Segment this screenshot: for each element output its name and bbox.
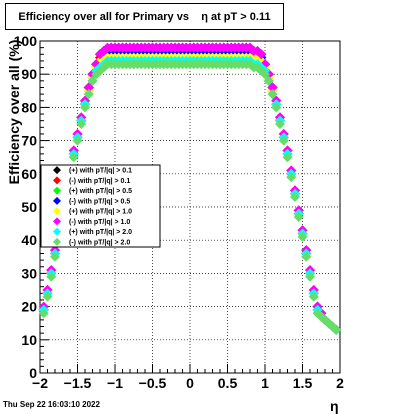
data-point (267, 82, 278, 93)
x-axis-label: η (330, 398, 339, 414)
data-point (260, 69, 270, 80)
legend-label: (-) with pT/|q| > 0.5 (69, 198, 130, 205)
data-point (293, 211, 304, 222)
data-point (68, 152, 79, 163)
legend-label: (-) with pT/|q| > 0.1 (69, 178, 130, 185)
data-point (38, 308, 49, 319)
legend-marker (53, 227, 61, 236)
y-tick-label: 20 (21, 299, 37, 315)
data-point (98, 62, 109, 73)
data-point (83, 82, 94, 93)
y-tick-label: 0 (29, 365, 37, 381)
data-point (275, 119, 285, 129)
y-tick-label: 70 (21, 133, 37, 149)
legend-label: (-) with pT/|q| > 1.0 (69, 219, 130, 226)
legend-box (40, 164, 161, 248)
x-tick-label: −1 (107, 375, 123, 391)
y-tick-label: 30 (21, 265, 37, 281)
data-point (50, 251, 60, 262)
timestamp-footer: Thu Sep 22 16:03:10 2022 (3, 400, 100, 409)
legend-marker (53, 217, 61, 226)
y-axis-label: Efficiency over all (%) (6, 39, 22, 185)
legend-marker (53, 237, 61, 246)
legend-marker (53, 207, 61, 216)
data-point (282, 152, 293, 163)
y-tick-label: 10 (21, 332, 37, 348)
data-point (83, 89, 94, 100)
data-point (267, 89, 278, 100)
data-point (263, 75, 274, 86)
data-point (308, 291, 319, 302)
x-tick-label: −1.5 (64, 375, 92, 391)
data-point (331, 324, 342, 335)
legend-label: (+) with pT/|q| > 0.5 (69, 188, 132, 195)
chart-title-box: Efficiency over all for Primary vs η at … (5, 3, 284, 30)
x-tick-label: −0.5 (139, 375, 167, 391)
legend-marker (53, 196, 61, 205)
x-tick-label: 1 (261, 375, 269, 391)
data-point (301, 251, 312, 262)
series-8 (38, 59, 342, 335)
data-point (80, 102, 90, 113)
data-point (297, 231, 308, 242)
data-point (290, 192, 300, 203)
data-point (256, 49, 267, 60)
legend-label: (+) with pT/|q| > 1.0 (69, 209, 132, 216)
legend-marker (53, 186, 61, 195)
y-tick-label: 80 (21, 99, 37, 115)
chart-title: Efficiency over all for Primary vs η at … (18, 10, 271, 23)
data-point (46, 271, 57, 282)
data-point (72, 135, 83, 146)
y-tick-label: 90 (21, 66, 37, 82)
data-point (278, 135, 289, 146)
data-point (286, 172, 297, 183)
x-tick-label: 0.5 (218, 375, 238, 391)
y-tick-label: 40 (21, 232, 37, 248)
y-tick-label: 100 (14, 33, 38, 49)
data-point (271, 102, 282, 113)
x-tick-label: 0 (186, 375, 194, 391)
x-tick-label: −2 (32, 375, 48, 391)
data-point (305, 271, 315, 282)
y-tick-label: 50 (21, 199, 37, 215)
x-tick-label: 1.5 (293, 375, 313, 391)
x-tick-label: 2 (336, 375, 344, 391)
data-point (87, 75, 98, 86)
legend-label: (+) with pT/|q| > 2.0 (69, 229, 132, 236)
legend-marker (53, 176, 61, 185)
data-point (42, 291, 53, 302)
data-point (76, 119, 87, 129)
y-tick-label: 60 (21, 166, 37, 182)
legend-marker (53, 166, 61, 175)
legend-label: (-) with pT/|q| > 2.0 (69, 239, 130, 246)
legend-label: (+) with pT/|q| > 0.1 (69, 168, 132, 175)
